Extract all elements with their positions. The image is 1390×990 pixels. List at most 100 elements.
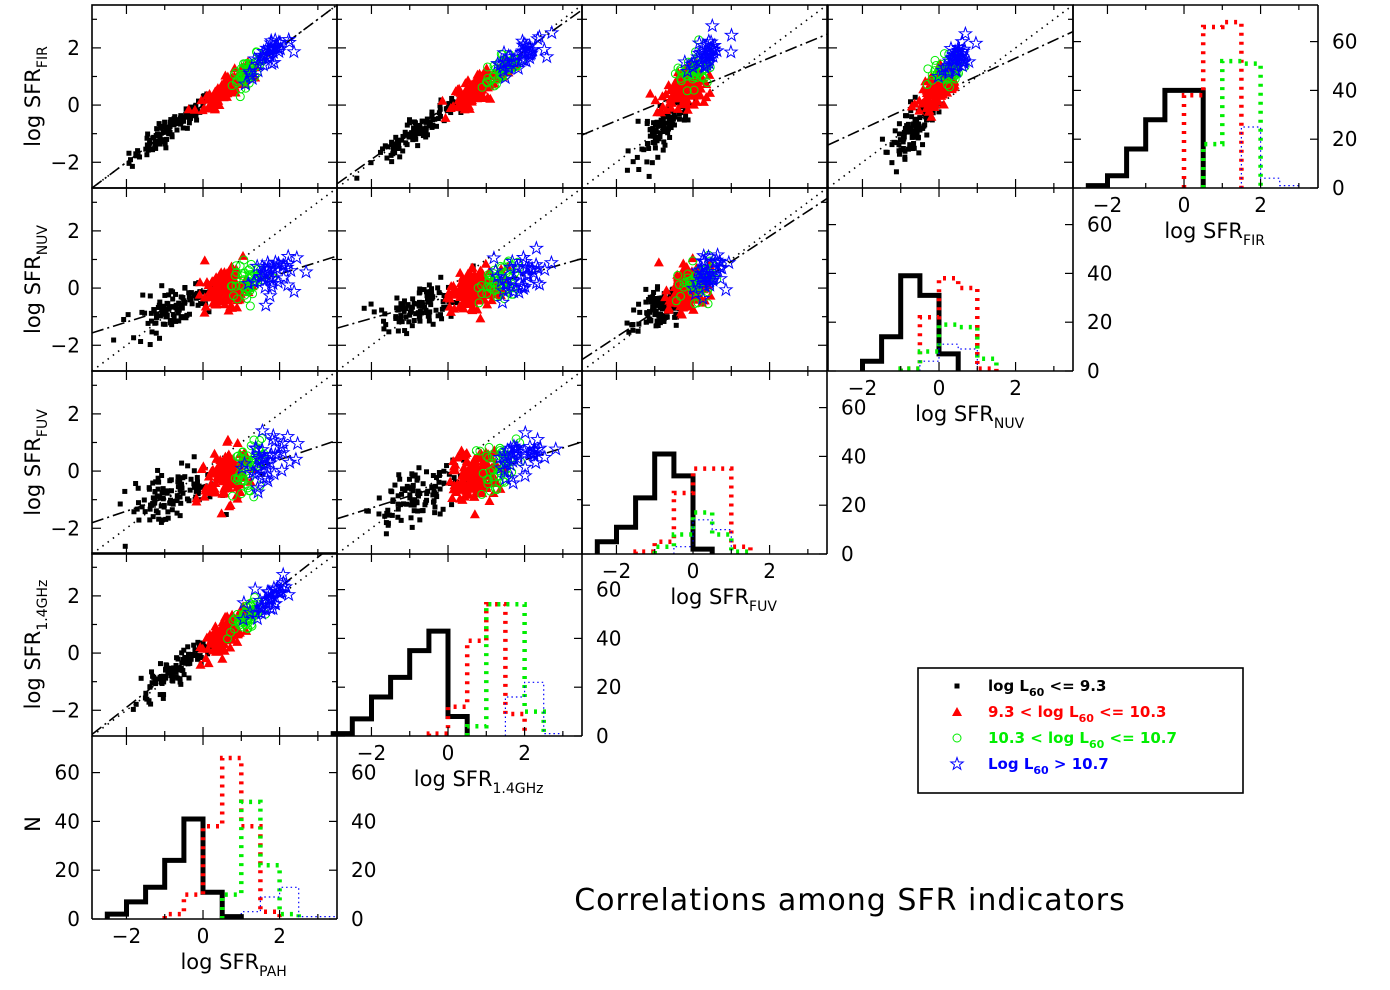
x-tick-label: −2 bbox=[1093, 193, 1122, 217]
data-point-star bbox=[249, 479, 266, 495]
data-point-square bbox=[135, 500, 141, 506]
data-point-square bbox=[451, 475, 457, 481]
data-point-square bbox=[158, 503, 164, 509]
data-point-star bbox=[260, 254, 276, 270]
data-point-square bbox=[449, 95, 455, 101]
data-point-square bbox=[657, 103, 663, 109]
data-point-square bbox=[905, 146, 911, 152]
data-point-square bbox=[685, 117, 691, 123]
hist-series-triangle bbox=[1181, 19, 1244, 188]
data-point-square bbox=[435, 313, 441, 319]
data-point-square bbox=[142, 310, 148, 316]
data-point-square bbox=[163, 309, 169, 315]
data-point-square bbox=[168, 320, 174, 326]
data-point-triangle bbox=[484, 495, 495, 505]
data-point-square bbox=[163, 675, 169, 681]
data-point-square bbox=[665, 114, 671, 120]
data-point-square bbox=[400, 486, 406, 492]
data-point-triangle bbox=[204, 286, 215, 296]
x-axis-label-FUV: log SFRFUV bbox=[670, 585, 777, 615]
data-point-triangle bbox=[678, 302, 689, 312]
data-point-square bbox=[122, 488, 128, 494]
data-point-star bbox=[259, 456, 275, 471]
data-point-square bbox=[416, 465, 422, 471]
data-point-triangle bbox=[448, 465, 459, 475]
data-point-square bbox=[634, 154, 640, 160]
data-point-triangle bbox=[447, 492, 458, 502]
data-point-square bbox=[441, 292, 447, 298]
hist-series-star bbox=[1240, 126, 1300, 188]
data-point-triangle bbox=[455, 493, 466, 503]
data-point-square bbox=[175, 119, 181, 125]
data-point-square bbox=[917, 127, 923, 133]
data-point-square bbox=[429, 295, 435, 301]
data-point-square bbox=[191, 112, 197, 118]
data-point-square bbox=[650, 307, 656, 313]
data-point-triangle bbox=[914, 105, 925, 115]
data-point-circle bbox=[228, 616, 238, 626]
data-point-square bbox=[178, 113, 184, 119]
chart-title: Correlations among SFR indicators bbox=[574, 883, 1126, 918]
data-point-star bbox=[504, 253, 520, 268]
data-point-square bbox=[179, 460, 185, 466]
one-to-one-line bbox=[337, 188, 582, 371]
data-point-square bbox=[159, 306, 165, 312]
data-point-star bbox=[528, 240, 545, 255]
data-point-triangle bbox=[923, 95, 934, 105]
data-point-square bbox=[655, 284, 661, 290]
data-point-square bbox=[178, 500, 184, 506]
data-point-triangle bbox=[457, 91, 468, 101]
data-point-square bbox=[397, 476, 403, 482]
data-point-star bbox=[528, 256, 544, 272]
data-point-star bbox=[262, 41, 278, 56]
data-point-square bbox=[170, 296, 176, 302]
y-axis-label-FIR: log SFRFIR bbox=[21, 46, 51, 147]
data-point-star bbox=[695, 290, 711, 305]
data-point-circle bbox=[230, 473, 240, 483]
data-point-circle bbox=[226, 627, 236, 637]
data-point-square bbox=[409, 304, 415, 310]
data-point-circle bbox=[703, 299, 713, 309]
x-tick-label: 2 bbox=[1254, 193, 1267, 217]
data-point-circle bbox=[231, 267, 241, 277]
data-point-square bbox=[917, 115, 923, 121]
data-point-triangle bbox=[909, 98, 920, 108]
data-point-star bbox=[494, 294, 511, 309]
data-point-square bbox=[139, 504, 145, 510]
data-point-star bbox=[235, 611, 251, 627]
data-point-star bbox=[281, 31, 297, 47]
data-point-square bbox=[636, 301, 642, 307]
data-point-square bbox=[186, 675, 192, 681]
hist-y-tick-label: 0 bbox=[1332, 176, 1345, 200]
data-point-star bbox=[506, 450, 522, 466]
hist-series-triangle bbox=[426, 601, 527, 736]
data-point-square bbox=[383, 322, 389, 328]
data-point-circle bbox=[490, 484, 500, 494]
data-point-star bbox=[532, 440, 548, 455]
data-point-triangle bbox=[448, 101, 459, 111]
data-point-square bbox=[162, 321, 168, 327]
data-point-square bbox=[429, 286, 435, 292]
data-point-square bbox=[174, 498, 180, 504]
data-point-square bbox=[437, 486, 443, 492]
data-point-square bbox=[148, 310, 154, 316]
data-point-square bbox=[150, 514, 156, 520]
data-point-triangle bbox=[437, 95, 448, 105]
data-point-star bbox=[276, 269, 292, 285]
data-point-triangle bbox=[195, 659, 206, 669]
data-point-square bbox=[424, 310, 430, 316]
data-point-square bbox=[400, 133, 406, 139]
data-point-star bbox=[247, 581, 263, 596]
data-point-square bbox=[398, 313, 404, 319]
data-point-triangle bbox=[660, 89, 671, 99]
data-point-square bbox=[424, 497, 430, 503]
data-point-square bbox=[171, 122, 177, 128]
data-point-circle bbox=[693, 298, 703, 308]
data-point-square bbox=[429, 290, 435, 296]
data-point-circle bbox=[484, 442, 494, 452]
data-point-star bbox=[237, 76, 253, 91]
data-point-circle bbox=[484, 275, 494, 285]
data-point-square bbox=[460, 457, 466, 463]
data-point-square bbox=[381, 326, 387, 332]
